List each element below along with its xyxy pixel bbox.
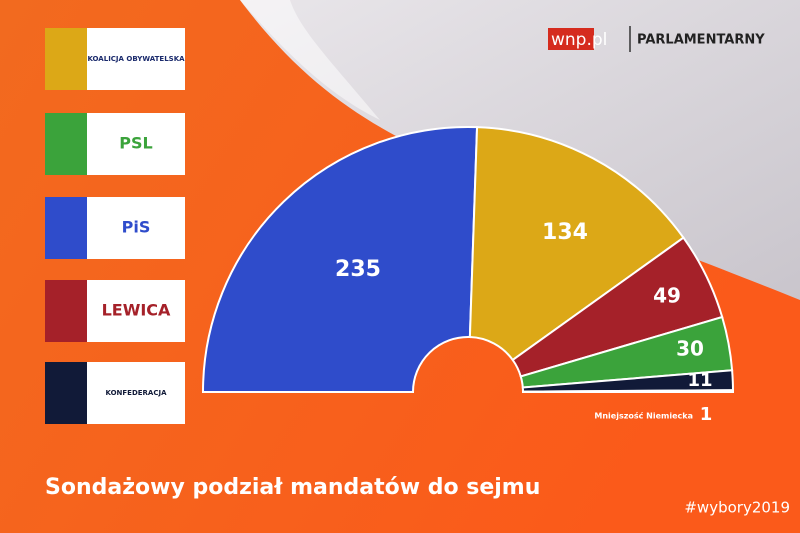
legend-swatch	[45, 197, 87, 259]
value-label: 134	[542, 220, 588, 245]
legend-swatch	[45, 113, 87, 175]
legend-logo-box	[87, 197, 185, 259]
brand-box	[548, 28, 594, 50]
legend-label: PSL	[119, 134, 152, 153]
legend-label: KONFEDERACJA	[105, 389, 167, 397]
legend-logo-box	[87, 362, 185, 424]
value-label: 1	[700, 404, 713, 425]
brand: wnp.pl	[551, 30, 607, 50]
flag-fold	[240, 0, 380, 120]
legend-logo-box	[87, 113, 185, 175]
legend-label: LEWICA	[102, 301, 171, 320]
hashtag: #wybory2019	[684, 499, 790, 517]
legend-swatch	[45, 28, 87, 90]
value-label: 11	[687, 370, 712, 391]
section-label: PARLAMENTARNY	[637, 33, 765, 48]
value-label: 30	[676, 337, 704, 361]
legend-label: KOALICJA OBYWATELSKA	[87, 55, 185, 63]
legend-swatch	[45, 362, 87, 424]
seat-wedge	[468, 126, 685, 362]
value-label: 235	[335, 257, 381, 282]
legend-swatch	[45, 280, 87, 342]
value-label: 49	[653, 284, 681, 308]
chart-title: Sondażowy podział mandatów do sejmu	[45, 475, 540, 500]
legend-logo-box	[87, 28, 185, 90]
seat-wedge	[521, 389, 735, 393]
seat-wedge	[201, 126, 479, 393]
legend-logo-box	[87, 280, 185, 342]
legend-label: PiS	[122, 218, 151, 237]
minority-label: Mniejszość Niemiecka	[594, 411, 693, 421]
